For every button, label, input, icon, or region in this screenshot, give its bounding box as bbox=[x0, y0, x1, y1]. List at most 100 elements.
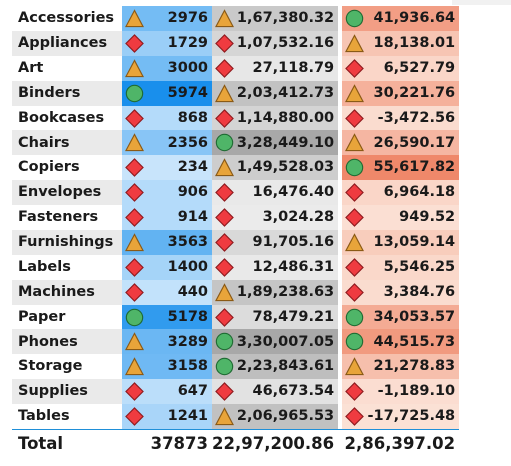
category-label: Chairs bbox=[12, 130, 122, 156]
triangle-up-icon bbox=[125, 58, 144, 77]
table-row[interactable]: Machines 440 1,89,238.63 3,384.76 bbox=[12, 279, 460, 305]
qty-value: 914 bbox=[177, 209, 208, 226]
profit-cell: 44,515.73 bbox=[338, 329, 460, 355]
category-label: Storage bbox=[18, 358, 83, 375]
circle-icon bbox=[345, 308, 364, 326]
diamond-icon bbox=[345, 282, 364, 302]
qty-value: 868 bbox=[177, 109, 208, 126]
table-row[interactable]: Chairs 2356 3,28,449.10 26,590.17 bbox=[12, 130, 460, 156]
sales-value: 2,06,965.53 bbox=[236, 408, 335, 425]
diamond-icon bbox=[125, 407, 144, 426]
sales-value: 2,23,843.61 bbox=[236, 358, 335, 375]
diamond-icon bbox=[215, 307, 234, 327]
profit-cell: 3,384.76 bbox=[338, 279, 460, 305]
table-row[interactable]: Paper 5178 78,479.21 34,053.57 bbox=[12, 304, 460, 330]
category-label: Phones bbox=[12, 329, 122, 355]
diamond-icon bbox=[125, 158, 144, 178]
triangle-up-icon bbox=[215, 158, 234, 177]
qty-cell: 914 bbox=[122, 205, 212, 230]
circle-icon bbox=[215, 358, 234, 376]
profit-value: 30,221.76 bbox=[373, 84, 456, 101]
circle-icon bbox=[125, 84, 144, 102]
table-row[interactable]: Labels 1400 12,486.31 5,546.25 bbox=[12, 254, 460, 280]
diamond-icon bbox=[215, 58, 234, 78]
table-row[interactable]: Furnishings 3563 91,705.16 13,059.14 bbox=[12, 229, 460, 255]
table-row[interactable]: Accessories 2976 1,67,380.32 41,936.64 bbox=[12, 6, 460, 31]
triangle-up-icon bbox=[125, 233, 144, 252]
table-row[interactable]: Copiers 234 1,49,528.03 55,617.82 bbox=[12, 155, 460, 181]
diamond-icon bbox=[125, 257, 144, 277]
sales-value: 3,024.28 bbox=[262, 209, 335, 226]
triangle-up-icon bbox=[125, 332, 144, 351]
triangle-up-icon bbox=[125, 357, 144, 376]
table-row[interactable]: Supplies 647 46,673.54 -1,189.10 bbox=[12, 379, 460, 404]
profit-cell: 30,221.76 bbox=[338, 80, 460, 106]
sales-cell: 1,67,380.32 bbox=[212, 6, 339, 31]
category-label: Art bbox=[18, 59, 44, 76]
profit-value: 21,278.83 bbox=[373, 358, 456, 375]
category-label: Envelopes bbox=[12, 180, 122, 205]
profit-cell: 5,546.25 bbox=[338, 254, 460, 280]
sales-value: 2,03,412.73 bbox=[236, 84, 335, 101]
table-row[interactable]: Fasteners 914 3,024.28 949.52 bbox=[12, 205, 460, 230]
sales-cell: 1,14,880.00 bbox=[212, 105, 339, 131]
circle-icon bbox=[215, 333, 234, 351]
profit-value: 6,964.18 bbox=[383, 184, 456, 201]
qty-cell: 3158 bbox=[122, 354, 212, 380]
category-label: Copiers bbox=[18, 159, 80, 176]
total-label: Total bbox=[12, 428, 122, 458]
matrix-body: Accessories 2976 1,67,380.32 41,936.64 Appli… bbox=[12, 6, 460, 458]
sales-value: 1,07,532.16 bbox=[236, 35, 335, 52]
diamond-icon bbox=[215, 233, 234, 252]
qty-value: 3000 bbox=[167, 59, 208, 76]
profit-value: 5,546.25 bbox=[383, 258, 456, 275]
profit-value: 3,384.76 bbox=[383, 283, 456, 300]
sales-cell: 3,28,449.10 bbox=[212, 130, 339, 156]
qty-value: 1400 bbox=[167, 258, 208, 275]
profit-value: 949.52 bbox=[399, 209, 456, 226]
qty-cell: 868 bbox=[122, 105, 212, 131]
qty-cell: 3563 bbox=[122, 229, 212, 255]
table-row[interactable]: Tables 1241 2,06,965.53 -17,725.48 bbox=[12, 404, 460, 429]
category-label: Bookcases bbox=[18, 109, 105, 126]
qty-value: 3158 bbox=[167, 358, 208, 375]
qty-value: 647 bbox=[177, 383, 208, 400]
table-row[interactable]: Binders 5974 2,03,412.73 30,221.76 bbox=[12, 80, 460, 106]
sales-cell: 1,49,528.03 bbox=[212, 155, 339, 181]
circle-icon bbox=[125, 308, 144, 326]
table-row[interactable]: Storage 3158 2,23,843.61 21,278.83 bbox=[12, 354, 460, 380]
sales-value: 1,14,880.00 bbox=[236, 109, 335, 126]
table-row[interactable]: Appliances 1729 1,07,532.16 18,138.01 bbox=[12, 30, 460, 56]
sales-cell: 46,673.54 bbox=[212, 379, 339, 404]
diamond-icon bbox=[345, 257, 364, 277]
qty-value: 1729 bbox=[167, 35, 208, 52]
total-sales: 22,97,200.86 bbox=[212, 428, 339, 458]
category-label: Appliances bbox=[12, 30, 122, 56]
triangle-up-icon bbox=[345, 133, 365, 152]
qty-cell: 3000 bbox=[122, 55, 212, 81]
circle-icon bbox=[345, 9, 364, 28]
category-label: Supplies bbox=[12, 379, 122, 404]
sales-value: 16,476.40 bbox=[252, 184, 335, 201]
category-label: Binders bbox=[12, 80, 122, 106]
profit-cell: 13,059.14 bbox=[338, 229, 460, 255]
category-label: Tables bbox=[18, 408, 70, 425]
diamond-icon bbox=[345, 407, 364, 426]
qty-cell: 906 bbox=[122, 180, 212, 205]
qty-cell: 5178 bbox=[122, 304, 212, 330]
profit-cell: 949.52 bbox=[338, 205, 460, 230]
profit-cell: 41,936.64 bbox=[338, 6, 460, 31]
table-row[interactable]: Phones 3289 3,30,007.05 44,515.73 bbox=[12, 329, 460, 355]
triangle-up-icon bbox=[345, 233, 365, 252]
table-row[interactable]: Art 3000 27,118.79 6,527.79 bbox=[12, 55, 460, 81]
table-row[interactable]: Bookcases 868 1,14,880.00 -3,472.56 bbox=[12, 105, 460, 131]
scroll-header-strip bbox=[452, 0, 511, 5]
triangle-up-icon bbox=[215, 83, 234, 102]
diamond-icon bbox=[125, 382, 144, 401]
triangle-up-icon bbox=[345, 83, 365, 102]
table-row[interactable]: Envelopes 906 16,476.40 6,964.18 bbox=[12, 180, 460, 205]
diamond-icon bbox=[215, 183, 234, 202]
sales-value: 12,486.31 bbox=[252, 258, 335, 275]
profit-cell: -3,472.56 bbox=[338, 105, 460, 131]
sales-cell: 3,30,007.05 bbox=[212, 329, 339, 355]
